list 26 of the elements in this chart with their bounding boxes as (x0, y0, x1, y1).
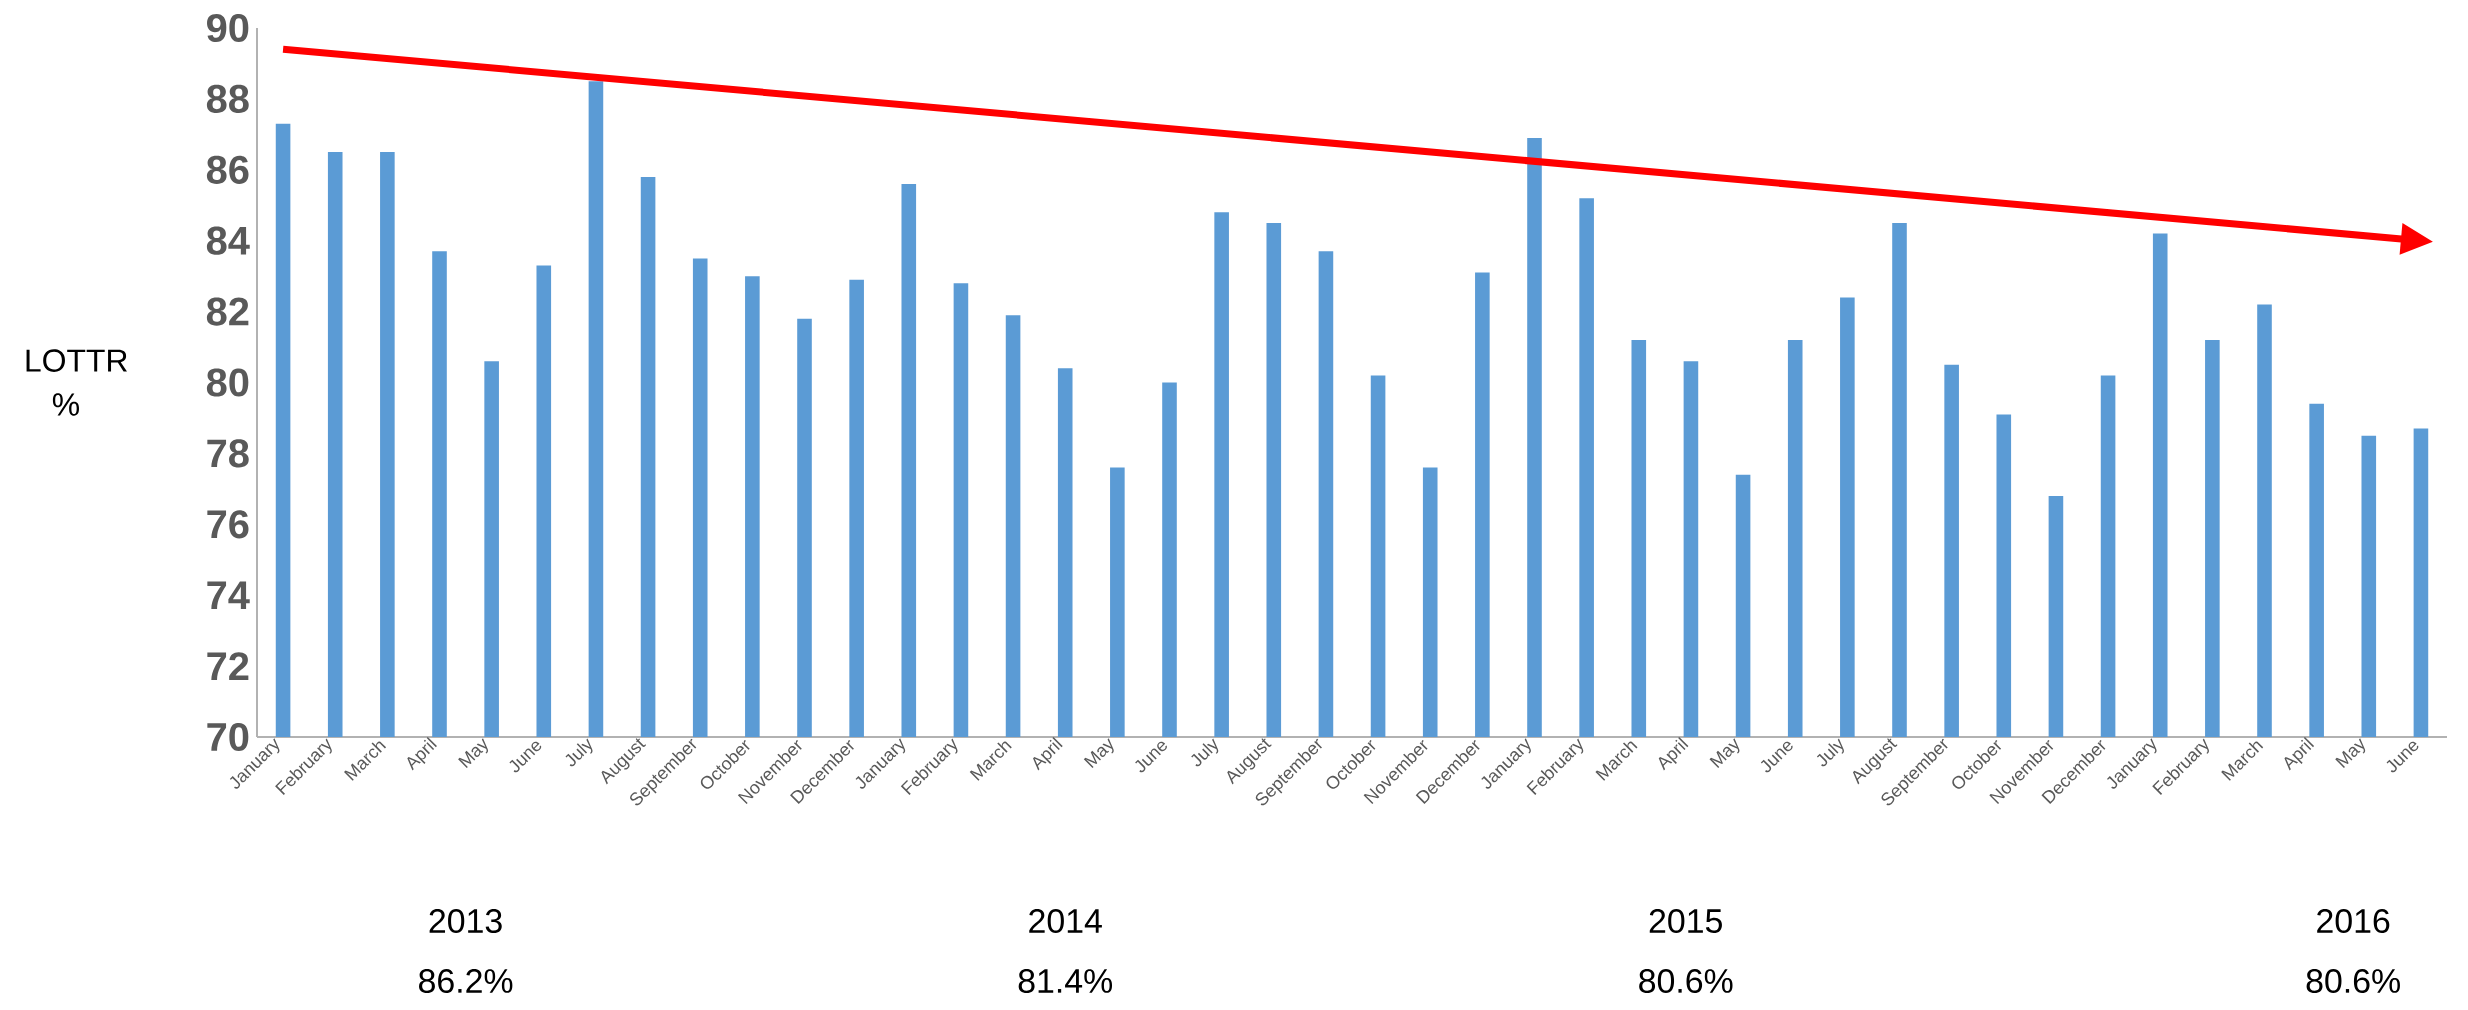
text: 81.4% (1018, 969, 1113, 994)
y-axis-title: LOTTR % (26, 349, 127, 416)
y-tick-label: 80 (206, 368, 249, 397)
y-tick-label: 90 (207, 13, 249, 43)
y-tick-label: 76 (207, 510, 249, 539)
text: 2016 (2317, 909, 2390, 934)
text: 2014 (1029, 909, 1102, 934)
x-tick-label: May (2335, 738, 2366, 768)
y-tick-label: 86 (206, 155, 249, 184)
text: 2013 (429, 909, 502, 934)
y-tick-label: 88 (206, 84, 249, 113)
x-tick-label: May (1083, 738, 1114, 768)
x-tick-label: July (1816, 738, 1844, 767)
text: 80.6% (1639, 969, 1733, 994)
text: 86.2% (419, 969, 513, 994)
y-tick-label: 82 (206, 297, 249, 326)
x-tick-label: July (1191, 738, 1219, 767)
text: 2015 (1649, 909, 1722, 934)
x-tick-label: May (1709, 738, 1740, 768)
x-tick-label: July (565, 738, 593, 767)
y-tick-label: 74 (207, 581, 250, 609)
y-tick-label: 84 (206, 226, 250, 255)
y-tick-label: 72 (207, 652, 249, 681)
y-tick-label: 78 (207, 439, 249, 468)
x-tick-label: May (458, 738, 488, 768)
text: 80.6% (2306, 969, 2400, 994)
